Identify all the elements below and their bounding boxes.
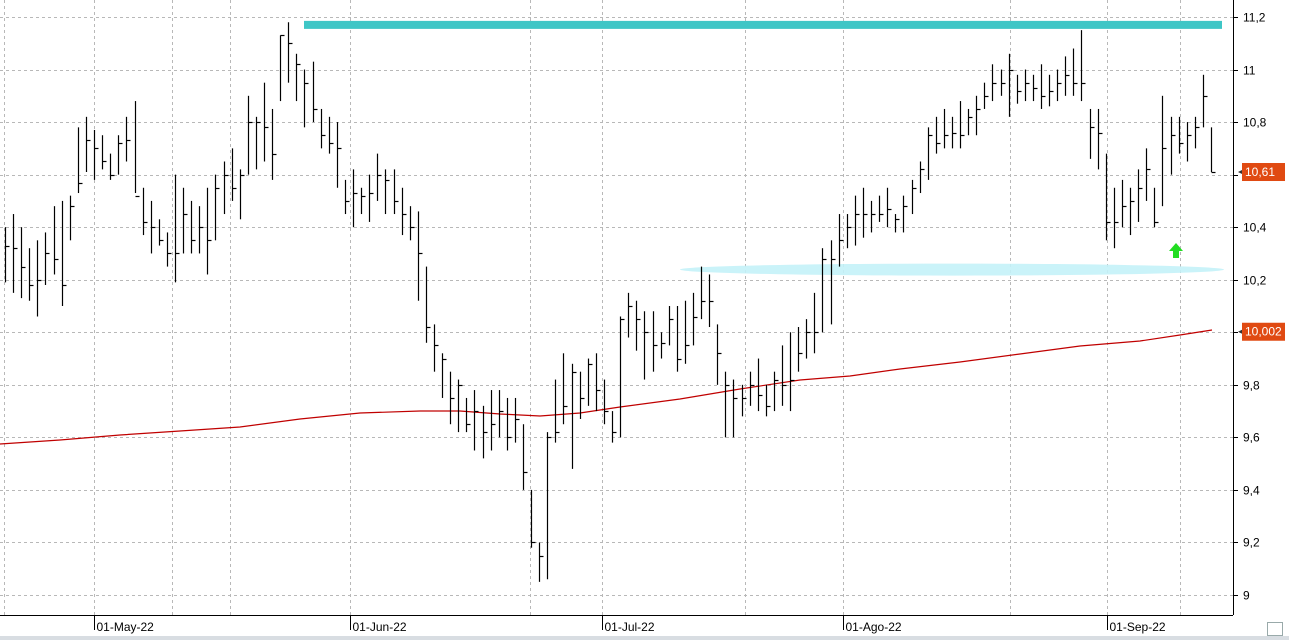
y-tick-label: 11 — [1243, 64, 1256, 78]
status-strip — [0, 636, 1289, 640]
y-tick-label: 9 — [1243, 589, 1250, 603]
grid — [0, 0, 1233, 615]
moving-average-value-label: 10,002 — [1245, 325, 1282, 339]
y-tick-label: 10,8 — [1243, 116, 1267, 130]
y-tick-label: 10,4 — [1243, 221, 1267, 235]
y-tick-label: 9,2 — [1243, 536, 1260, 550]
y-tick-label: 9,8 — [1243, 379, 1260, 393]
x-tick-label: 01-Sep-22 — [1110, 620, 1166, 634]
x-tick-label: 01-Jul-22 — [605, 620, 655, 634]
moving-average-line — [0, 329, 1213, 445]
y-tick-label: 9,6 — [1243, 431, 1260, 445]
annotations — [304, 20, 1224, 276]
x-tick-label: 01-Jun-22 — [353, 620, 407, 634]
y-tick-label: 10,2 — [1243, 274, 1267, 288]
price-badges: 10,61 10,002 — [1238, 163, 1285, 341]
axis-labels: 11,21110,810,610,410,2109,89,69,49,2901-… — [97, 11, 1267, 635]
last-price-label: 10,61 — [1245, 165, 1275, 179]
price-bars — [4, 22, 1216, 582]
y-tick-label: 9,4 — [1243, 484, 1260, 498]
resistance-line — [304, 20, 1222, 29]
support-zone — [680, 263, 1224, 276]
settings-icon[interactable] — [1267, 622, 1283, 636]
x-tick-label: 01-May-22 — [97, 620, 155, 634]
moving-average — [0, 329, 1213, 445]
y-tick-label: 11,2 — [1243, 11, 1266, 25]
last-price-box — [1242, 163, 1285, 182]
x-tick-label: 01-Ago-22 — [846, 620, 902, 634]
up-arrow-icon — [1169, 243, 1183, 258]
moving-average-value-box — [1242, 322, 1285, 341]
